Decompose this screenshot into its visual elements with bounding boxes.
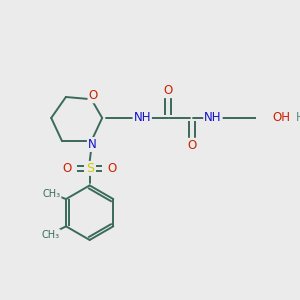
Text: H: H (296, 111, 300, 124)
Text: CH₃: CH₃ (43, 189, 61, 199)
Text: NH: NH (134, 111, 151, 124)
Text: OH: OH (272, 111, 290, 124)
Text: O: O (187, 139, 196, 152)
Text: S: S (86, 162, 94, 175)
Text: N: N (88, 138, 97, 151)
Text: CH₃: CH₃ (42, 230, 60, 240)
Text: O: O (63, 162, 72, 175)
Text: NH: NH (204, 111, 222, 124)
Text: O: O (107, 162, 116, 175)
Text: O: O (163, 84, 172, 97)
Text: O: O (88, 89, 98, 102)
